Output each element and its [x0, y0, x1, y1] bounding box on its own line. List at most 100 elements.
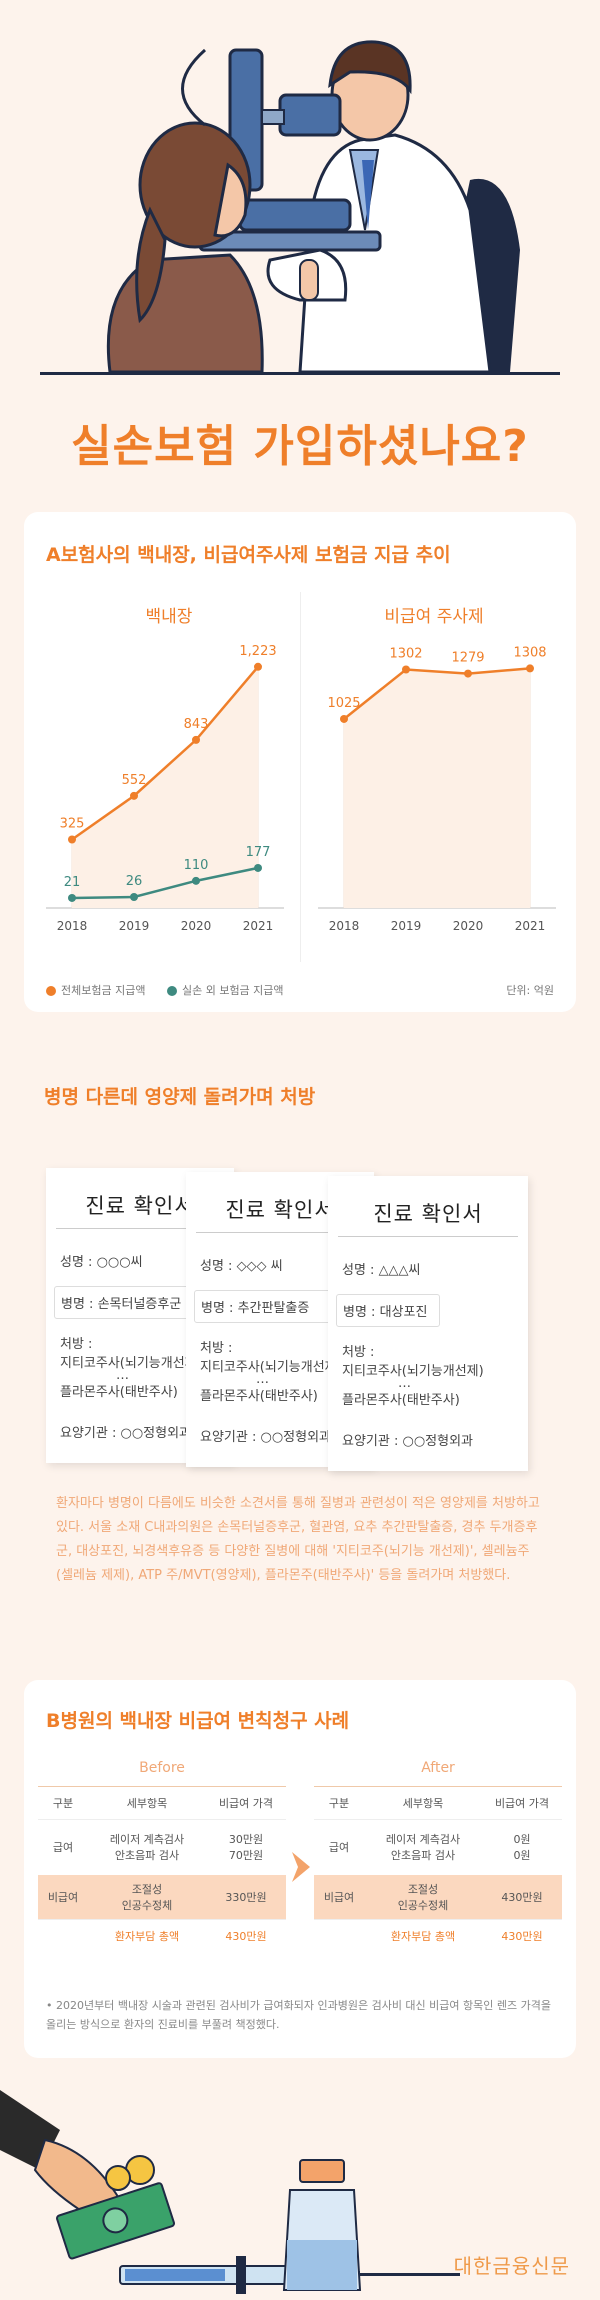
data-label: 1279: [451, 651, 484, 666]
header-category: 구분: [52, 1796, 74, 1810]
headline: 실손보험 가입하셨나요?: [71, 421, 529, 472]
row-price: 430만원: [501, 1890, 543, 1904]
doc-card-3: 진료 확인서 성명 : △△△씨 병명 : 대상포진 처방 : 지티코주사(뇌기…: [328, 1176, 528, 1471]
after-table: After 구분 세부항목 비급여 가격 급여 레이저 계측검사 안초음파 검사 …: [314, 1760, 562, 1953]
data-label: 325: [60, 817, 85, 832]
data-point: [130, 893, 138, 901]
before-table: Before 구분 세부항목 비급여 가격 급여 레이저 계측검사 안초음파 검사…: [38, 1760, 286, 1953]
doc-rx-label: 처방 :: [342, 1345, 375, 1360]
data-label: 21: [64, 875, 81, 890]
header-price: 비급여 가격: [494, 1796, 550, 1810]
doc-institution: 요양기관 : ○○정형외과: [200, 1430, 332, 1445]
series-line: [343, 667, 531, 720]
x-tick-label: 2019: [391, 919, 422, 933]
row-category: 급여: [52, 1841, 74, 1855]
row-price: 330만원: [225, 1890, 267, 1904]
data-label: 552: [122, 773, 147, 788]
x-tick-label: 2021: [515, 919, 546, 933]
legend-label-total: 전체보험금 지급액: [61, 984, 146, 997]
doc-diagnosis: 병명 : 대상포진: [336, 1294, 440, 1327]
total-value: 430만원: [225, 1930, 267, 1944]
row-item: 레이저 계측검사: [385, 1833, 461, 1847]
data-point: [68, 835, 76, 844]
data-label: 1025: [327, 696, 360, 711]
row-price: 0원: [513, 1833, 531, 1847]
data-label: 1308: [513, 645, 546, 660]
data-label: 26: [126, 874, 143, 889]
row-price: 70만원: [228, 1849, 264, 1863]
legend-dot-total: [46, 986, 56, 996]
legend-dot-other: [166, 986, 177, 996]
header-price: 비급여 가격: [218, 1796, 274, 1810]
doc-title: 진료 확인서: [56, 1168, 224, 1229]
data-point: [68, 893, 76, 902]
total-label: 환자부담 총액: [390, 1930, 456, 1944]
legend-label-other: 실손 외 보험금 지급액: [181, 984, 284, 997]
coin-icon: [105, 2165, 131, 2191]
data-point: [254, 863, 262, 872]
doc-rx-2: 플라몬주사(태반주사): [60, 1385, 178, 1400]
doc-institution: 요양기관 : ○○정형외과: [60, 1426, 192, 1441]
doc-title: 진료 확인서: [196, 1172, 364, 1233]
money-icon: [56, 2182, 176, 2260]
data-point: [192, 735, 200, 744]
data-label: 1,223: [239, 644, 276, 659]
chart-title-injection: 비급여 주사제: [384, 607, 484, 627]
doc-rx-dots: …: [116, 1368, 129, 1383]
data-label: 110: [184, 858, 209, 873]
x-tick-label: 2018: [329, 919, 360, 933]
row-item: 안초음파 검사: [390, 1849, 456, 1863]
row-item: 레이저 계측검사: [109, 1833, 185, 1847]
x-tick-label: 2020: [181, 919, 212, 933]
comparison-card-title: B병원의 백내장 비급여 변칙청구 사례: [46, 1710, 350, 1732]
x-tick-label: 2020: [453, 919, 484, 933]
doc-name: 성명 : ◇◇◇ 씨: [200, 1259, 283, 1274]
data-point: [402, 665, 410, 674]
after-label: After: [421, 1760, 455, 1776]
chart-divider: [300, 592, 301, 962]
series-line: [71, 866, 259, 900]
chart-title-cataract: 백내장: [145, 607, 193, 627]
data-point: [130, 791, 138, 800]
row-price: 30만원: [228, 1833, 264, 1847]
row-item: 조절성: [131, 1882, 163, 1896]
chart-injection: 1025 1302 1279 1308 2018 2019 2020 2021: [318, 645, 556, 933]
data-point: [464, 669, 472, 678]
doc-title: 진료 확인서: [338, 1176, 518, 1237]
doc-institution: 요양기관 : ○○정형외과: [342, 1434, 474, 1449]
data-label: 1302: [389, 647, 422, 662]
total-label: 환자부담 총액: [114, 1930, 180, 1944]
legend: 전체보험금 지급액 실손 외 보험금 지급액: [46, 982, 284, 998]
row-category: 비급여: [323, 1890, 355, 1904]
section-title-prescription: 병명 다른데 영양제 돌려가며 처방: [44, 1086, 316, 1108]
hero-illustration: [0, 0, 600, 390]
documents-stack: 진료 확인서 성명 : ○○○씨 병명 : 손목터널증후군 처방 : 지티코주사…: [40, 1168, 560, 1478]
area-fill: [72, 666, 258, 908]
x-tick-label: 2019: [119, 919, 150, 933]
data-point: [254, 662, 262, 671]
doc-rx-label: 처방 :: [200, 1341, 233, 1356]
doc-name: 성명 : △△△씨: [342, 1263, 421, 1278]
data-label: 177: [246, 845, 271, 860]
unit-label: 단위: 억원: [506, 984, 554, 997]
chart-card-title: A보험사의 백내장, 비급여주사제 보험금 지급 추이: [46, 544, 451, 566]
doctor-coat: [298, 133, 492, 374]
row-category: 급여: [328, 1841, 350, 1855]
header-category: 구분: [328, 1796, 350, 1810]
data-label: 843: [184, 717, 209, 732]
brand-logo: 대한금융신문: [453, 2254, 570, 2278]
before-label: Before: [139, 1760, 185, 1776]
footnote: • 2020년부터 백내장 시술과 관련된 검사비가 급여화되자 인과병원은 검…: [46, 1999, 551, 2031]
comparison-card: B병원의 백내장 비급여 변칙청구 사례 Before 구분 세부항목 비급여 …: [24, 1680, 576, 2058]
row-item: 안초음파 검사: [114, 1849, 180, 1863]
bottom-illustration: [0, 2090, 460, 2294]
vial-icon: [282, 2159, 362, 2291]
row-item: 인공수정체: [121, 1898, 173, 1912]
doc-rx-1: 지티코주사(뇌기능개선제): [342, 1364, 484, 1379]
row-item: 인공수정체: [397, 1898, 449, 1912]
chart-cataract: 325 552 843 1,223 21 26 110 177 2018 2019 2020 2021: [46, 644, 284, 933]
arrow-right-icon: [292, 1852, 310, 1882]
chart-card: A보험사의 백내장, 비급여주사제 보험금 지급 추이 백내장 비급여 주사제 …: [24, 512, 576, 1012]
header-item: 세부항목: [402, 1796, 444, 1810]
row-item: 조절성: [407, 1882, 439, 1896]
